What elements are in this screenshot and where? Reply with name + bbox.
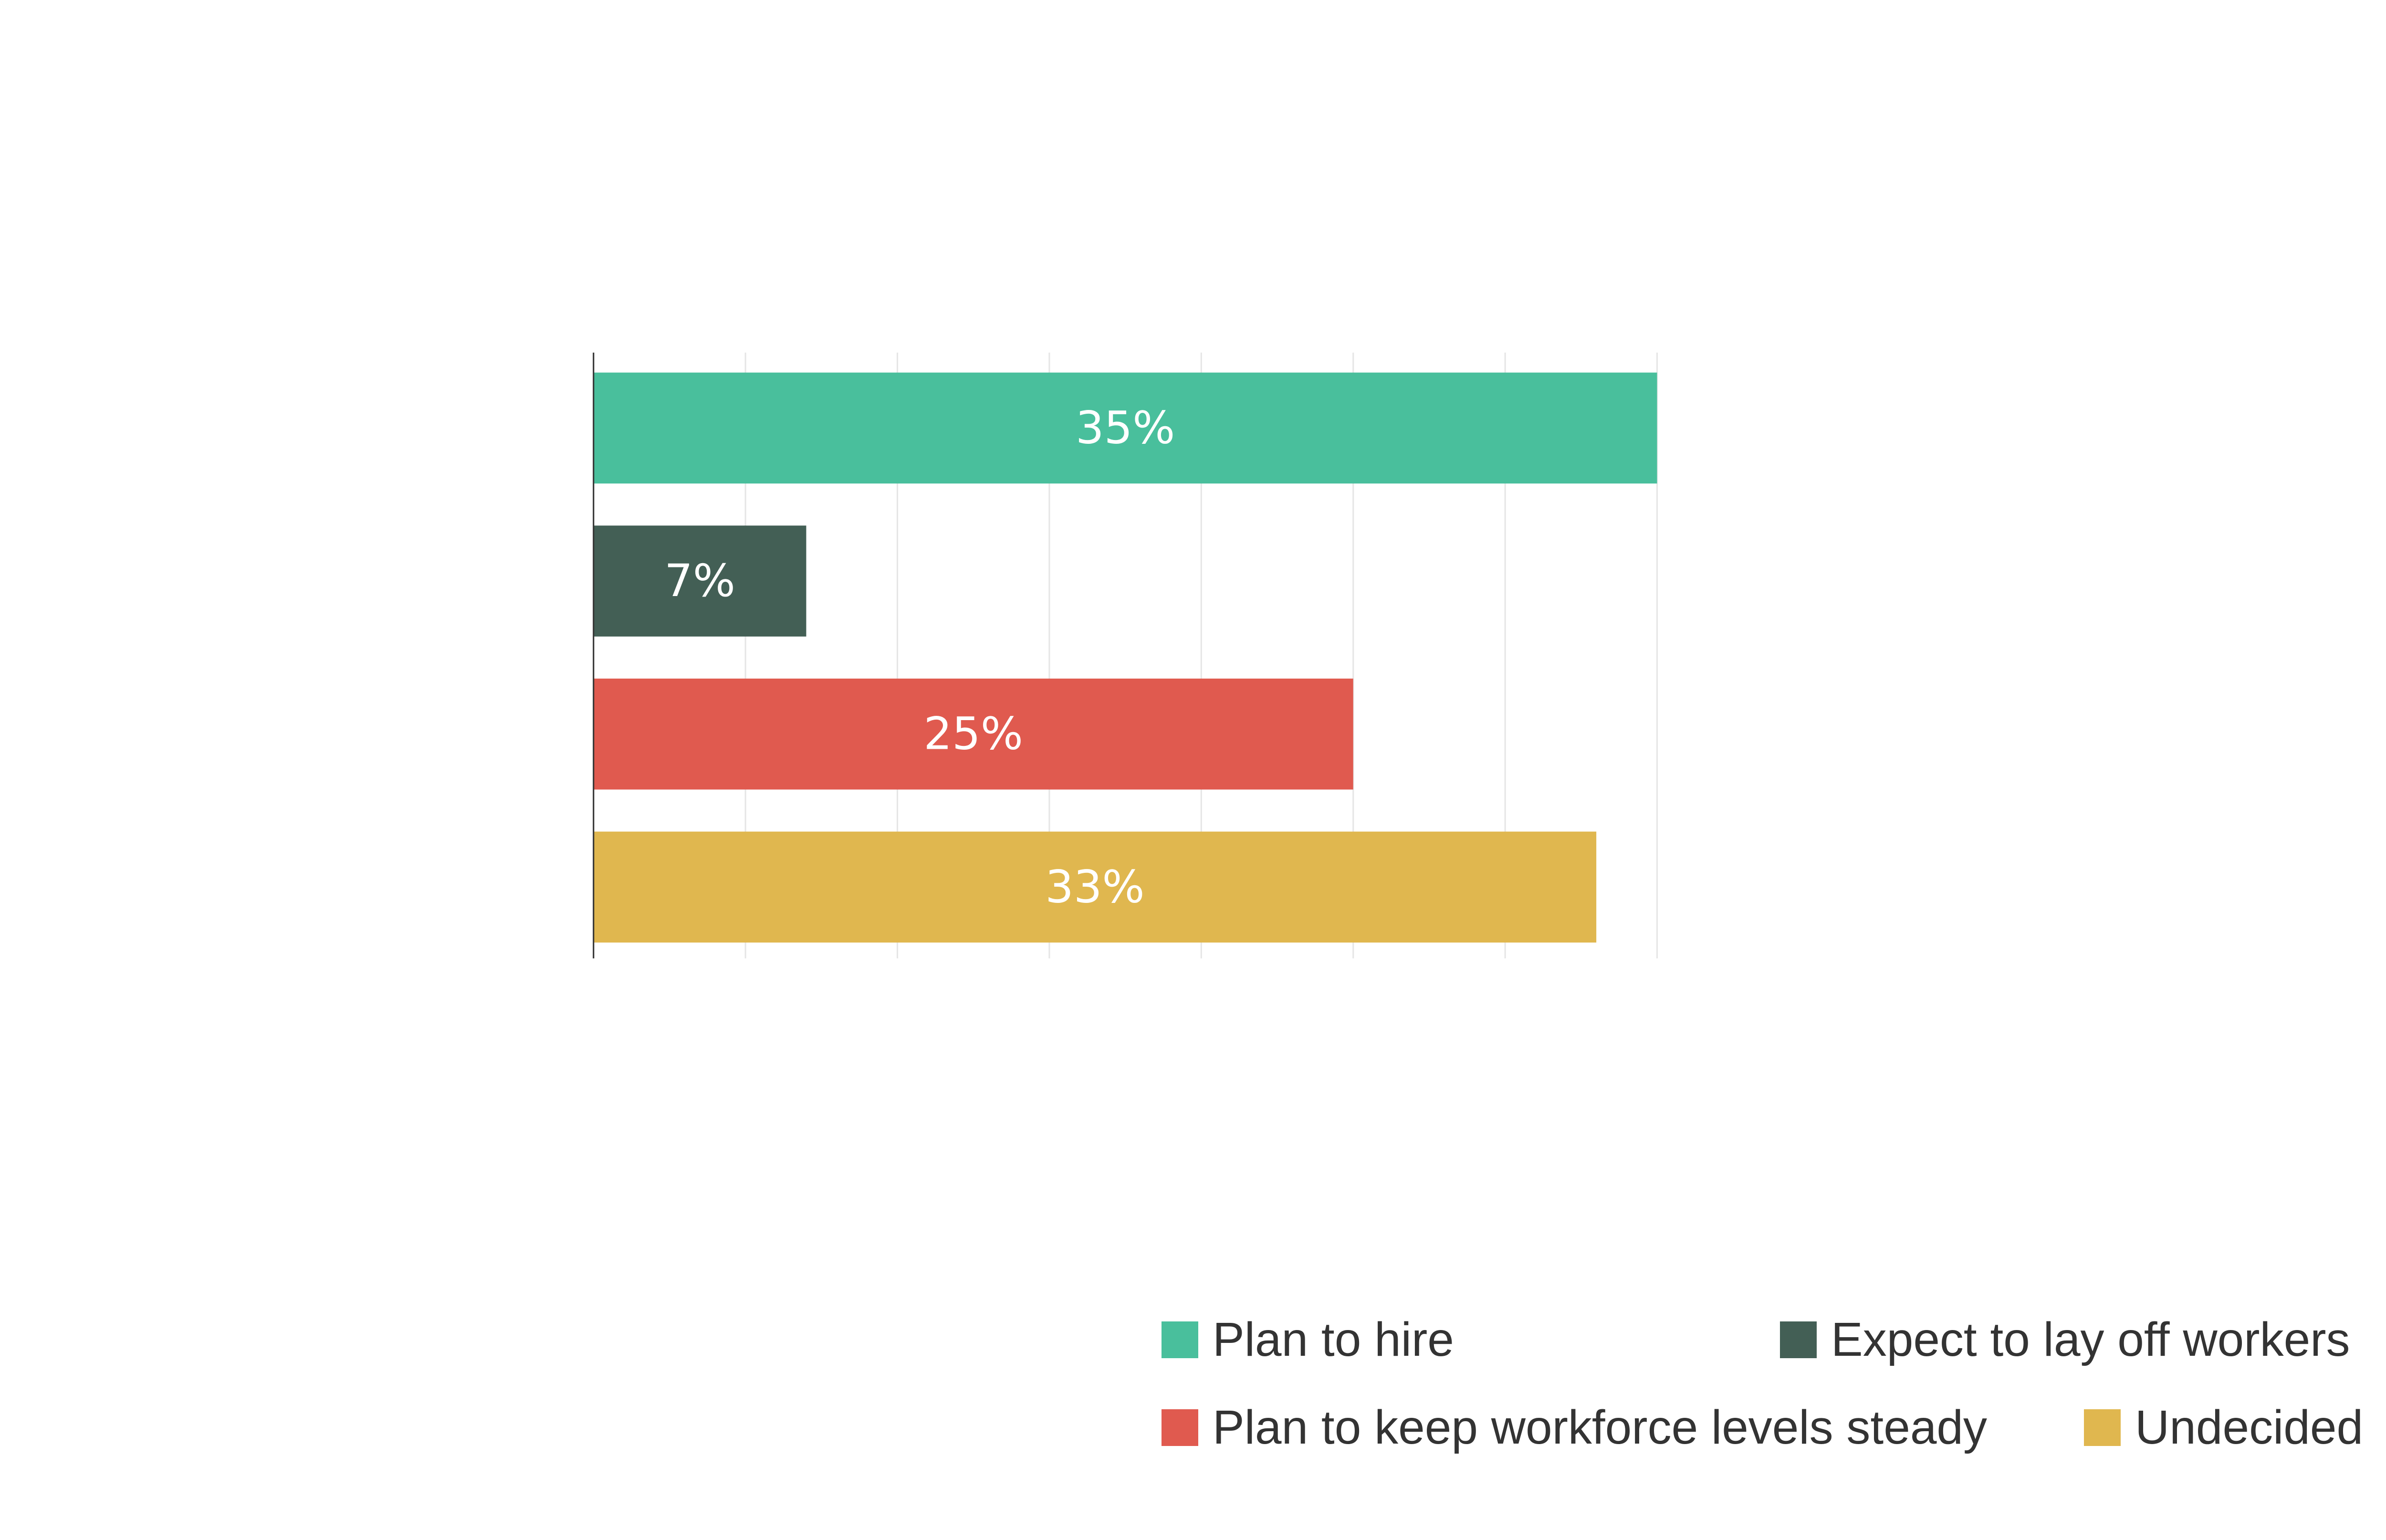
legend-item-steady: Plan to keep workforce levels steady xyxy=(1162,1401,1987,1454)
data-label: 35% xyxy=(1076,402,1175,454)
bar xyxy=(593,525,806,637)
legend-swatch xyxy=(1162,1321,1198,1358)
legend-item-lay-off: Expect to lay off workers xyxy=(1780,1313,2350,1366)
bar xyxy=(593,678,1353,790)
legend-label: Plan to hire xyxy=(1213,1312,1454,1366)
legend-item-undecided: Undecided xyxy=(2084,1401,2363,1454)
legend-item-plan-to-hire: Plan to hire xyxy=(1162,1313,1454,1366)
legend-swatch xyxy=(2084,1409,2121,1446)
bar xyxy=(593,372,1657,484)
legend-swatch xyxy=(1780,1321,1817,1358)
legend-swatch xyxy=(1162,1409,1198,1446)
data-label: 33% xyxy=(1045,861,1144,913)
legend-label: Plan to keep workforce levels steady xyxy=(1213,1400,1988,1454)
data-label: 7% xyxy=(664,555,735,607)
legend-label: Expect to lay off workers xyxy=(1831,1312,2350,1366)
legend-label: Undecided xyxy=(2135,1400,2364,1454)
bar xyxy=(593,831,1597,943)
data-label: 25% xyxy=(924,708,1023,760)
